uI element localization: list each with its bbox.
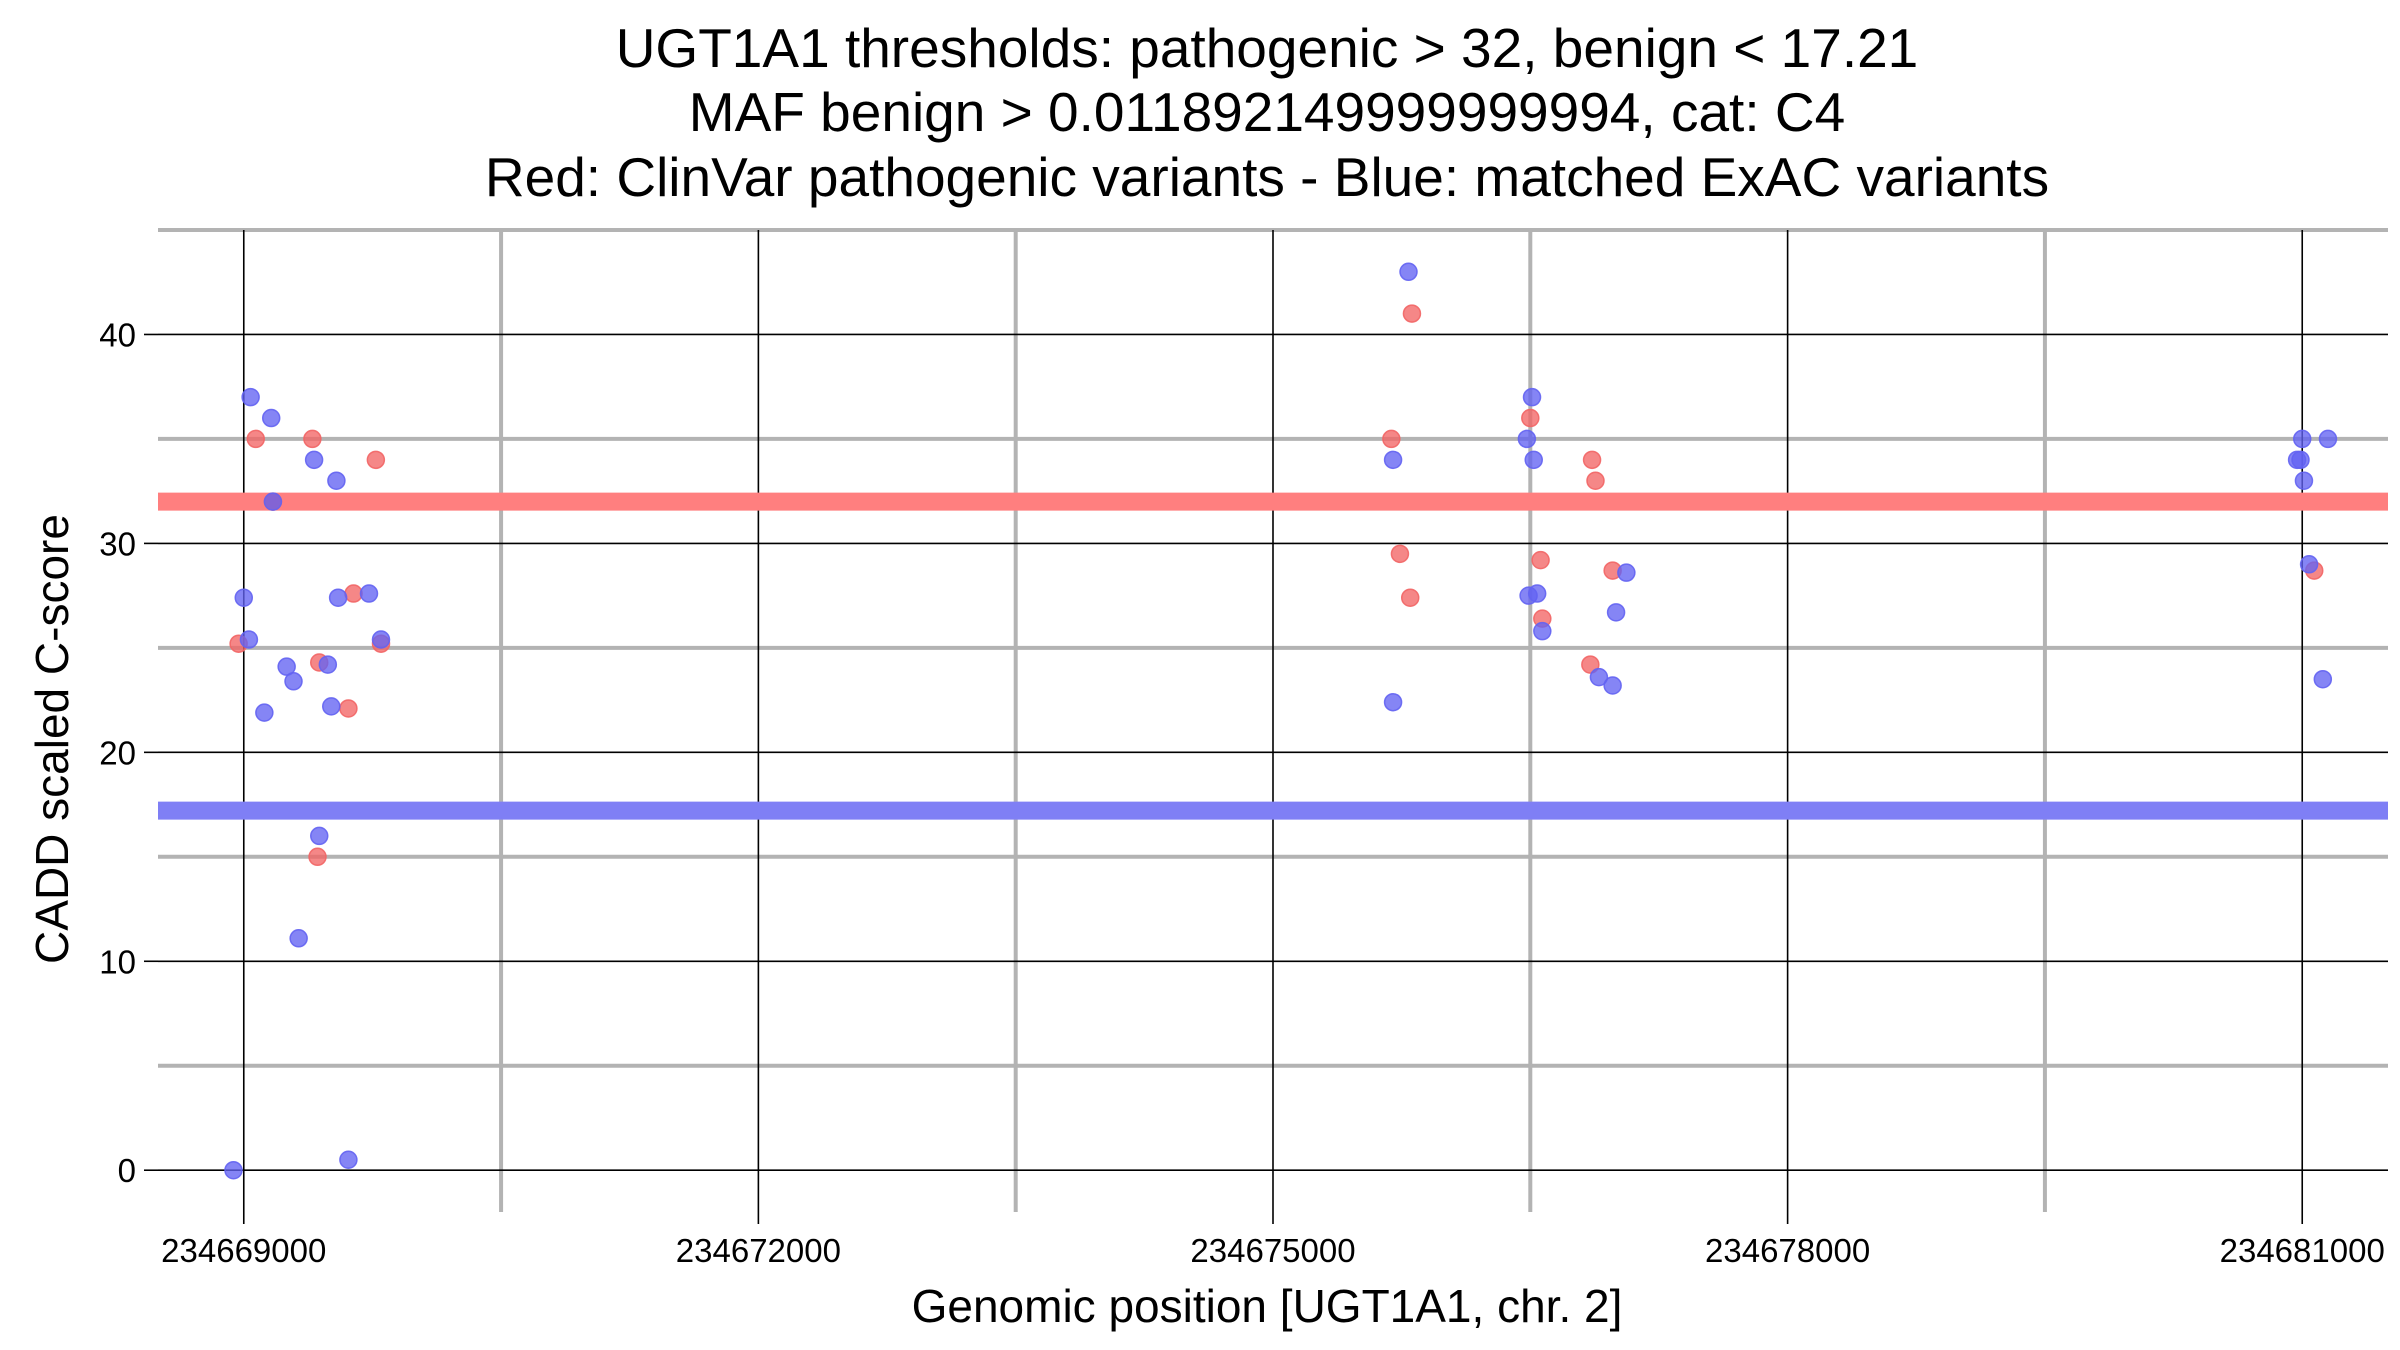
exac-point	[234, 588, 254, 607]
clinvar-point	[1390, 544, 1410, 564]
x-axis-title: Genomic position [UGT1A1, chr. 2]	[912, 1280, 1623, 1332]
clinvar-point	[1382, 429, 1401, 449]
exac-point	[1383, 692, 1403, 712]
clinvar-point	[339, 699, 358, 718]
exac-point	[2291, 450, 2310, 470]
x-tick-label: 234669000	[161, 1232, 326, 1269]
clinvar-point	[366, 450, 386, 470]
exac-point	[263, 492, 283, 511]
exac-point	[2318, 429, 2338, 449]
exac-point	[224, 1160, 243, 1180]
exac-point	[327, 471, 346, 490]
x-tick-label: 234672000	[676, 1232, 841, 1269]
clinvar-point	[344, 584, 363, 603]
chart-title-line-3: Red: ClinVar pathogenic variants - Blue:…	[485, 146, 2049, 208]
exac-point	[339, 1150, 358, 1170]
exac-point	[1383, 450, 1403, 470]
exac-point	[1517, 429, 1537, 449]
y-tick-label: 20	[99, 734, 136, 771]
exac-point	[261, 408, 281, 428]
exac-point	[1524, 450, 1543, 470]
chart-title-line-2: MAF benign > 0.011892149999999994, cat: …	[689, 81, 1845, 143]
exac-point	[1527, 584, 1547, 603]
exac-point	[322, 697, 341, 716]
y-tick-label: 0	[118, 1152, 136, 1189]
exac-point	[1603, 676, 1622, 695]
exac-point	[255, 703, 274, 722]
chart-title-line-1: UGT1A1 thresholds: pathogenic > 32, beni…	[616, 17, 1919, 79]
clinvar-point	[1582, 450, 1602, 470]
exac-point	[241, 387, 260, 407]
exac-point	[1399, 262, 1418, 282]
clinvar-point	[246, 429, 266, 449]
exac-point	[289, 929, 308, 948]
exac-point	[309, 826, 329, 846]
data-points	[224, 262, 2338, 1180]
exac-point	[359, 584, 379, 603]
exac-point	[239, 630, 259, 649]
exac-point	[284, 672, 303, 691]
exac-point	[2294, 471, 2314, 490]
clinvar-point	[1586, 471, 1605, 490]
clinvar-point	[1531, 550, 1550, 570]
clinvar-point	[1521, 408, 1540, 428]
exac-point	[2299, 555, 2319, 574]
x-tick-label: 234675000	[1190, 1232, 1355, 1269]
exac-point	[2292, 429, 2312, 449]
y-tick-label: 30	[99, 525, 136, 562]
grid-lines	[158, 228, 2388, 1212]
exac-point	[1606, 603, 1626, 622]
exac-point	[1522, 387, 1542, 407]
x-tick-label: 234681000	[2220, 1232, 2385, 1269]
axes: 0 10 20 30 40 234669000 234672000 234675000 2346…	[99, 316, 2385, 1269]
x-tick-label: 234678000	[1705, 1232, 1870, 1269]
clinvar-point	[308, 847, 327, 867]
clinvar-point	[1402, 304, 1422, 323]
exac-point	[328, 588, 348, 607]
exac-point	[1617, 563, 1636, 582]
exac-point	[2313, 669, 2333, 689]
clinvar-point	[1400, 588, 1420, 607]
exac-point	[318, 655, 338, 674]
clinvar-point	[303, 429, 322, 449]
threshold-lines	[158, 492, 2388, 820]
clinvar-point	[1581, 655, 1600, 674]
exac-point	[1533, 621, 1552, 641]
exac-point	[1589, 667, 1609, 687]
y-axis-title: CADD scaled C-score	[26, 514, 78, 964]
exac-point	[304, 450, 324, 470]
y-tick-label: 40	[99, 316, 136, 353]
exac-point	[371, 630, 391, 649]
y-tick-label: 10	[99, 943, 136, 980]
